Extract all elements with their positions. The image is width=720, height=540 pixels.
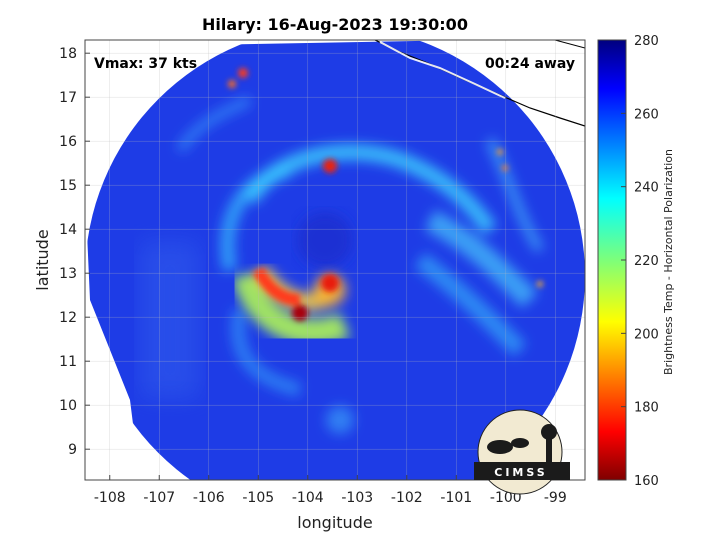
vmax-annotation: Vmax: 37 kts (94, 56, 197, 72)
y-tick-label: 15 (59, 178, 77, 194)
colorbar-tick-label: 280 (634, 34, 659, 49)
colorbar-tick-label: 260 (634, 107, 659, 122)
coastline (374, 40, 585, 127)
swath-edge (140, 240, 200, 400)
colorbar-tick-label: 240 (634, 181, 659, 196)
deep-convection-cores (228, 68, 543, 321)
colorbar-tick-label: 180 (634, 401, 659, 416)
gridlines (85, 40, 585, 480)
logo-text: CIMSS (494, 466, 547, 479)
eye-region (297, 212, 353, 268)
y-tick-label: 11 (59, 354, 77, 370)
y-tick-labels: 9 10 11 12 13 14 15 16 17 18 (59, 46, 90, 458)
y-tick-label: 14 (59, 222, 77, 238)
x-tick-label: -108 (94, 490, 126, 506)
x-tick-label: -105 (242, 490, 274, 506)
y-axis-label: latitude (33, 229, 52, 290)
x-tick-label: -107 (143, 490, 175, 506)
colorbar: 160 180 200 220 240 260 280 Brightness Temp - … (597, 34, 675, 489)
plot-title: Hilary: 16-Aug-2023 19:30:00 (202, 15, 468, 34)
colorbar-label: Brightness Temp - Horizontal Polarizatio… (662, 149, 675, 375)
outer-rainbands (175, 95, 545, 434)
x-axis-label: longitude (297, 513, 372, 532)
colorbar-tick-label: 160 (634, 474, 659, 489)
microwave-swath (86, 40, 585, 480)
cimss-logo: CIMSS (474, 409, 570, 495)
y-tick-label: 17 (59, 90, 77, 106)
colorbar-ticks: 160 180 200 220 240 260 280 (621, 34, 659, 489)
colorbar-tick-label: 200 (634, 327, 659, 342)
x-tick-label: -99 (544, 490, 567, 506)
x-tick-label: -106 (193, 490, 225, 506)
y-tick-label: 18 (59, 46, 77, 62)
y-tick-label: 16 (59, 134, 77, 150)
time-away-annotation: 00:24 away (485, 56, 575, 72)
x-tick-label: -102 (391, 490, 423, 506)
map-plot-area: -108 -107 -106 -105 -104 -103 -102 -101 -100 -99 … (59, 39, 586, 506)
x-tick-label: -104 (292, 490, 324, 506)
x-tick-label: -101 (440, 490, 472, 506)
y-tick-label: 9 (68, 442, 77, 458)
x-tick-label: -103 (341, 490, 373, 506)
colorbar-tick-label: 220 (634, 254, 659, 269)
plot-frame (84, 39, 586, 481)
y-tick-label: 13 (59, 266, 77, 282)
y-tick-label: 12 (59, 310, 77, 326)
y-tick-label: 10 (59, 398, 77, 414)
